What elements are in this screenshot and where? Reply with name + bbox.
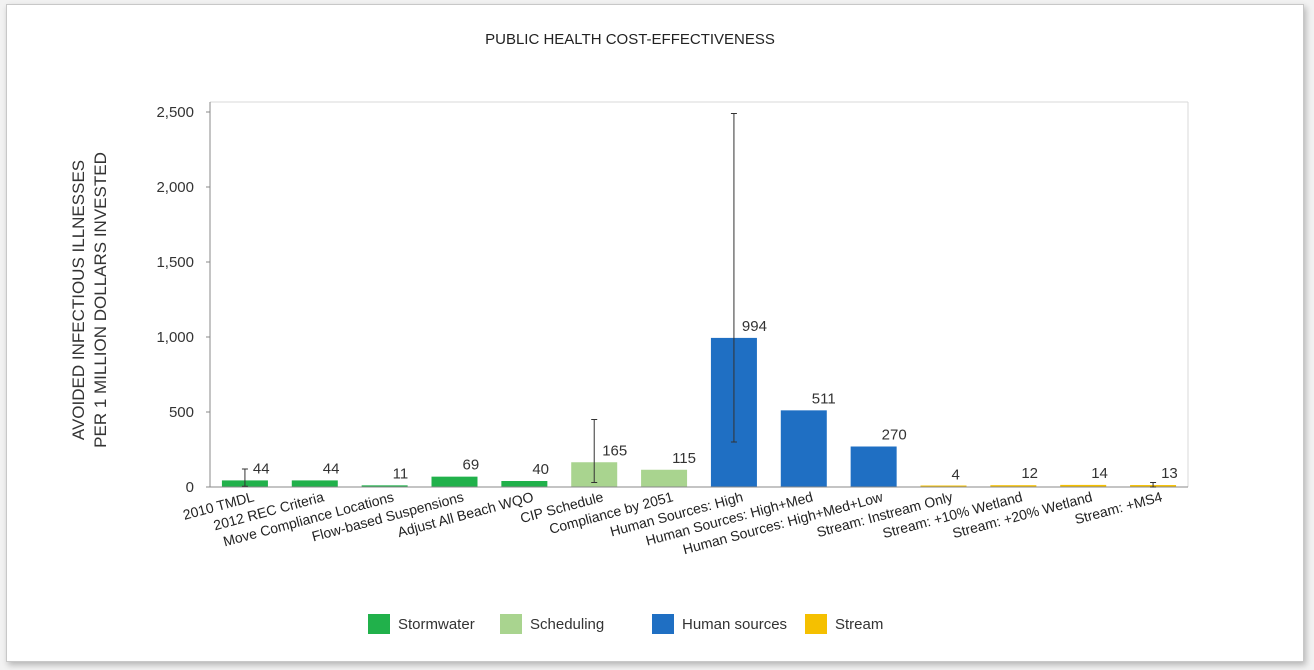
- data-label: 270: [882, 427, 907, 444]
- y-tick-label: 500: [169, 404, 194, 421]
- data-label: 165: [602, 442, 627, 459]
- legend-label: Stream: [835, 615, 884, 633]
- legend-item: Scheduling: [500, 612, 604, 636]
- y-axis-label-line1: AVOIDED INFECTIOUS ILLNESSES: [69, 160, 88, 440]
- chart-title: PUBLIC HEALTH COST-EFFECTIVENESS: [485, 31, 775, 48]
- data-label: 14: [1091, 465, 1108, 482]
- legend-label: Human sources: [682, 615, 788, 633]
- data-label: 44: [253, 460, 270, 477]
- bar: [920, 485, 967, 487]
- bar: [780, 410, 827, 487]
- data-label: 11: [393, 465, 409, 482]
- bar: [361, 485, 408, 487]
- y-tick-label: 2,000: [156, 179, 194, 196]
- bar: [291, 480, 338, 487]
- legend-swatch: [805, 614, 827, 634]
- legend-swatch: [652, 614, 674, 634]
- bar-chart: PUBLIC HEALTH COST-EFFECTIVENESS AVOIDED…: [69, 31, 1189, 557]
- y-axis-label-line2: PER 1 MILLION DOLLARS INVESTED: [91, 152, 110, 448]
- plot-area: 0 500 1,000 1,500 2,000 2,500 44 44 11 69 40 165 115…: [156, 101, 1189, 557]
- bar: [850, 446, 897, 487]
- bar: [641, 469, 688, 487]
- y-tick-label: 2,500: [156, 104, 194, 121]
- chart-legend: Stormwater Scheduling Human sources Stream: [0, 612, 1314, 642]
- legend-item: Stream: [805, 612, 883, 636]
- y-tick-label: 1,500: [156, 254, 194, 271]
- data-label: 13: [1161, 465, 1178, 482]
- y-tick-label: 1,000: [156, 329, 194, 346]
- legend-swatch: [368, 614, 390, 634]
- data-label: 12: [1021, 465, 1038, 482]
- data-label: 44: [323, 460, 340, 477]
- legend-item: Human sources: [652, 612, 787, 636]
- bar: [501, 481, 548, 487]
- data-label: 511: [812, 390, 836, 407]
- data-label: 69: [463, 457, 480, 474]
- legend-swatch: [500, 614, 522, 634]
- legend-label: Scheduling: [530, 615, 605, 633]
- bar: [990, 485, 1037, 487]
- bar: [1060, 484, 1107, 487]
- legend-item: Stormwater: [368, 612, 475, 636]
- chart-frame: [6, 4, 1304, 662]
- y-tick-label: 0: [186, 479, 194, 496]
- data-label: 4: [952, 466, 960, 483]
- legend-label: Stormwater: [398, 615, 475, 633]
- data-label: 994: [742, 318, 767, 335]
- data-label: 40: [532, 461, 549, 478]
- bar: [431, 476, 478, 487]
- data-label: 115: [672, 450, 696, 467]
